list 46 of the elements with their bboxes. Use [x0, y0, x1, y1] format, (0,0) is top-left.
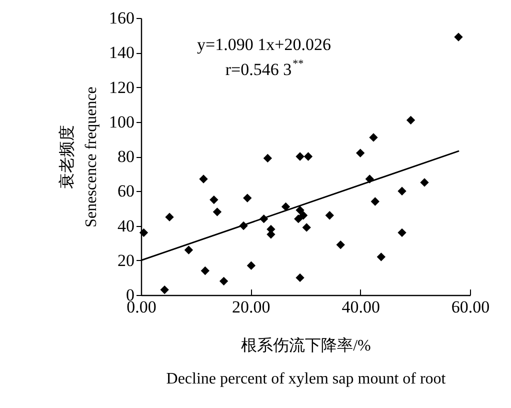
point: [325, 211, 334, 220]
point: [370, 197, 380, 206]
y-tick-label: 140: [109, 43, 134, 62]
point: [200, 266, 210, 276]
point: [296, 206, 304, 214]
point: [246, 261, 256, 270]
point: [243, 194, 252, 202]
y-tick-label: 100: [109, 112, 134, 132]
point: [420, 178, 429, 187]
point: [406, 116, 416, 124]
y-tick-label: 60: [118, 182, 134, 201]
y-tick-label: 80: [118, 147, 134, 166]
y-tick-label: 40: [118, 216, 134, 236]
point: [160, 285, 169, 294]
point: [398, 186, 406, 196]
x-tick-label: 20.00: [232, 298, 270, 316]
x-axis-title: 根系伤流下降率/% Decline percent of xylem sap mount of root: [166, 336, 446, 388]
point: [263, 154, 272, 163]
point: [165, 212, 174, 222]
point: [296, 273, 304, 282]
point: [139, 228, 148, 238]
point: [302, 223, 311, 232]
y-tick-label: 20: [118, 250, 134, 270]
y-axis-title: 衰老频度 Senescence frequence: [58, 86, 100, 228]
point: [212, 208, 222, 216]
point: [210, 195, 218, 204]
point: [336, 240, 345, 250]
point: [369, 133, 378, 142]
point: [398, 228, 406, 238]
y-tick-label: 120: [109, 78, 134, 97]
point: [184, 246, 194, 254]
point: [376, 252, 386, 262]
x-tick-label: 60.00: [451, 298, 490, 316]
annotation: y=1.090 1x+20.026: [197, 35, 331, 54]
point: [298, 211, 308, 220]
point: [296, 152, 304, 161]
point: [219, 276, 228, 286]
annotation: r=0.546 3**: [225, 58, 304, 79]
point: [304, 152, 313, 161]
point: [356, 148, 365, 158]
point: [281, 202, 290, 212]
point: [294, 214, 303, 224]
point: [454, 32, 463, 42]
point: [199, 174, 208, 184]
y-tick-label: 160: [109, 8, 134, 28]
x-tick-label: 40.00: [342, 298, 380, 316]
